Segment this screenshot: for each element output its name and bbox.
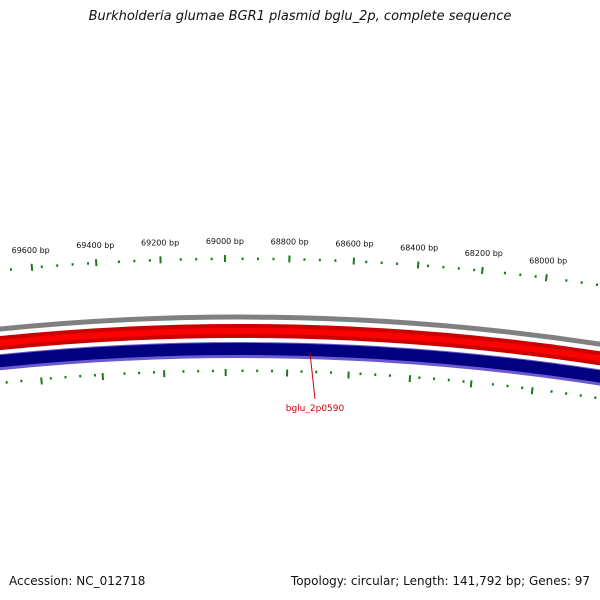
topology-summary: Topology: circular; Length: 141,792 bp; … — [290, 574, 590, 588]
map-title: Burkholderia glumae BGR1 plasmid bglu_2p… — [88, 9, 512, 24]
inner-major-tick — [530, 387, 534, 395]
tick-label: 69600 bp — [12, 246, 50, 255]
outer-major-tick — [544, 274, 548, 282]
tick-label: 69400 bp — [76, 241, 114, 250]
outer-major-tick — [30, 263, 34, 271]
tick-label: 68600 bp — [335, 240, 373, 249]
gene-label-layer: bglu_2p0590 — [286, 352, 345, 414]
gene-label[interactable]: bglu_2p0590 — [286, 404, 345, 414]
tick-label: 68400 bp — [400, 244, 438, 253]
inner-major-tick — [40, 377, 43, 385]
inner-major-tick — [408, 375, 412, 383]
outer-major-tick — [481, 266, 484, 275]
backbone-track — [0, 314, 600, 347]
tick-label: 68800 bp — [271, 238, 309, 247]
inner-major-tick — [469, 380, 473, 388]
gene-leader-line — [309, 352, 316, 400]
tick-label: 68200 bp — [465, 249, 503, 258]
outer-major-tick — [416, 261, 420, 269]
tick-label-layer: 69600 bp 69400 bp 69200 bp 69000 bp 68800 bp… — [12, 237, 568, 265]
forward-strand-highlight — [0, 328, 600, 362]
track-layer — [0, 314, 600, 386]
tick-label: 69000 bp — [206, 237, 244, 246]
accession-label: Accession: NC_012718 — [9, 574, 146, 588]
tick-label: 68000 bp — [529, 256, 567, 265]
outer-tick-ring — [9, 254, 599, 287]
reverse-strand-track — [0, 343, 600, 383]
inner-tick-ring — [5, 368, 597, 400]
tick-label: 69200 bp — [141, 238, 179, 247]
